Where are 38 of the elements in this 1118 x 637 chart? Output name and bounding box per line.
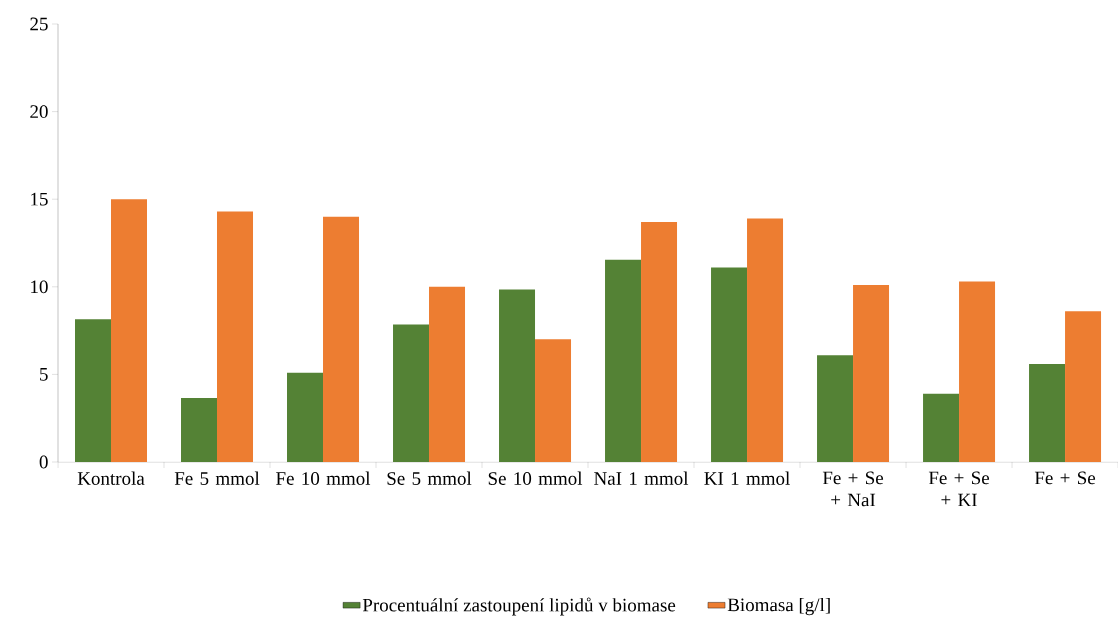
bar [641,221,678,462]
x-tick-label: Fe + Se + NaI [822,471,884,507]
bar [959,281,996,462]
bar [323,216,360,462]
bar [499,289,536,462]
bar [1065,311,1102,462]
x-tick-label: Se 5 mmol [387,471,472,485]
y-tick-label: 0 [39,455,48,469]
bar [923,393,960,462]
bar [1029,363,1066,462]
x-tick-label: Fe + Se + KI [928,471,990,507]
bar [393,324,430,462]
y-tick-label: 10 [31,280,48,294]
y-tick-label: 20 [30,105,48,119]
bar [287,372,324,462]
y-tick-label: 15 [31,192,48,206]
x-tick-label: Fe + Se [1034,471,1096,485]
x-tick-label: Fe 10 mmol [276,471,371,485]
legend-label: Procentuální zastoupení lipidů v biomase [362,597,676,616]
bar [605,259,642,462]
legend-label: Biomasa [g/l] [727,597,830,616]
x-tick-label: Fe 5 mmol [174,471,260,485]
bar [535,339,572,462]
x-tick-label: NaI 1 mmol [594,471,689,485]
bar [75,319,112,462]
bar [429,286,466,462]
bar [711,267,748,462]
bar [217,211,254,462]
bar [747,218,784,462]
y-tick-label: 5 [40,368,48,381]
y-tick-label: 25 [30,17,48,31]
x-tick-label: Kontrola [77,471,145,485]
bar [817,355,854,462]
bar [181,398,218,462]
x-tick-label: KI 1 mmol [704,471,790,485]
bar [853,285,890,462]
x-tick-label: Se 10 mmol [488,471,583,485]
bar [111,199,147,462]
